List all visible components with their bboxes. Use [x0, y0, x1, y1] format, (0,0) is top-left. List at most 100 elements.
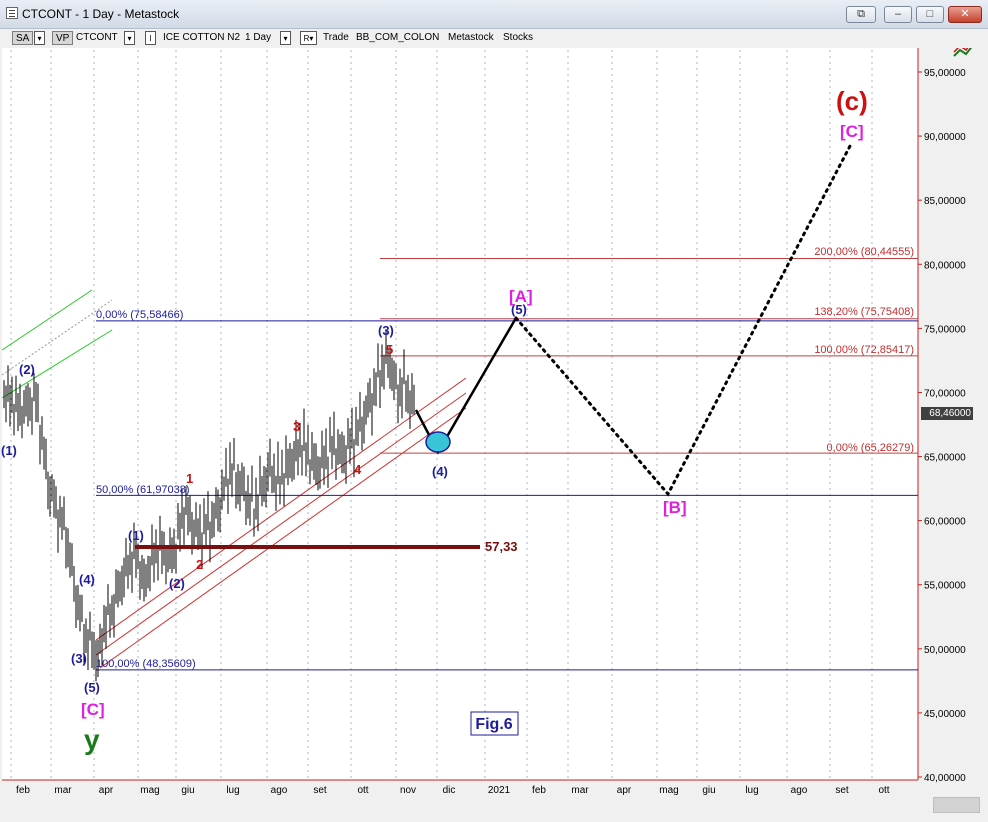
fib-ext-138-label: 138,20% (75,75408) [814, 306, 914, 318]
figure-label-box [470, 711, 519, 736]
time-tick-label: 2021 [488, 785, 511, 796]
time-tick-label: mar [571, 785, 589, 796]
symbol-dropdown-icon[interactable]: ▾ [124, 31, 135, 45]
vertical-grid [10, 50, 873, 780]
sa-button[interactable]: SA [12, 31, 34, 45]
instrument-label: ICE COTTON N2 [163, 32, 241, 43]
price-tick-label: 75,00000 [924, 324, 966, 335]
horizontal-scroll-thumb[interactable] [933, 797, 980, 813]
wave4-target-ellipse [425, 431, 451, 453]
wave-label-blue-2-mid: (2) [169, 576, 185, 591]
wave-label-blue-2-top: (2) [19, 362, 35, 377]
time-tick-label: feb [532, 785, 546, 796]
red-channel-line-2 [95, 392, 467, 656]
vp-button[interactable]: VP [52, 31, 74, 45]
time-tick-label: mag [140, 785, 159, 796]
period-dropdown-icon[interactable]: ▾ [280, 31, 291, 45]
time-tick-label: ott [357, 785, 368, 796]
current-price-badge: 68,46000 [921, 407, 973, 420]
price-tick-label: 95,00000 [924, 68, 966, 79]
i-button[interactable]: I [145, 31, 156, 45]
title-bar: CTCONT - 1 Day - Metastock ⧉ – □ ✕ [0, 0, 988, 29]
price-tick-label: 40,00000 [924, 773, 966, 784]
wave-label-magenta-C-top: [C] [840, 122, 864, 141]
time-tick-label: apr [617, 785, 632, 796]
wave-label-red-4: 4 [354, 462, 362, 477]
sa-dropdown-icon[interactable]: ▾ [34, 31, 45, 45]
price-tick-label: 85,00000 [924, 196, 966, 207]
support-line-label: 57,33 [485, 539, 518, 554]
fib-upper-50-label: 50,00% (61,97038) [96, 484, 190, 496]
price-tick-label: 55,00000 [924, 581, 966, 592]
wave-label-red-c: (c) [836, 86, 868, 116]
time-tick-label: ott [878, 785, 889, 796]
fib-upper-100-label: 100,00% (48,35609) [96, 658, 196, 670]
app-label: Metastock [448, 32, 494, 43]
restore-extra-button[interactable]: ⧉ [846, 6, 876, 23]
toolbar: SA ▾ VP CTCONT ▾ I ICE COTTON N2 1 Day ▾… [0, 28, 988, 48]
period-label[interactable]: 1 Day [245, 32, 272, 43]
wave-label-red-2: 2 [196, 557, 203, 572]
r-button-label: R [303, 34, 310, 43]
wave-label-blue-3-low: (3) [71, 651, 87, 666]
time-tick-label: ago [271, 785, 288, 796]
symbol-label[interactable]: CTCONT [76, 32, 118, 43]
wave-label-blue-4-low: (4) [79, 572, 95, 587]
wave-label-blue-5-proj: (5) [511, 302, 527, 317]
projected-wave-dotted [514, 144, 852, 497]
time-tick-label: giu [181, 785, 194, 796]
time-tick-label: feb [16, 785, 30, 796]
time-tick-label: mag [659, 785, 678, 796]
time-tick-label: dic [443, 785, 456, 796]
maximize-button[interactable]: □ [916, 6, 944, 23]
trade-label[interactable]: Trade [323, 32, 349, 43]
price-bars [3, 329, 415, 682]
wave-label-blue-3-high: (3) [378, 323, 394, 338]
time-tick-label: giu [702, 785, 715, 796]
wave-label-magenta-B: [B] [663, 498, 687, 517]
wave-label-green-y: y [84, 724, 100, 755]
red-channel-line-1 [95, 377, 467, 641]
price-axis: 95,00000 90,00000 85,00000 80,00000 75,00000… [918, 68, 966, 784]
time-axis: feb mar apr mag giu lug ago set ott nov dic 2021 feb… [16, 785, 890, 796]
close-button[interactable]: ✕ [948, 6, 982, 23]
price-tick-label: 70,00000 [924, 388, 966, 399]
time-tick-label: nov [400, 785, 416, 796]
fib-ext-200-label: 200,00% (80,44555) [814, 246, 914, 258]
price-tick-label: 60,00000 [924, 517, 966, 528]
figure-label: Fig.6 [475, 716, 512, 733]
window-title: CTCONT - 1 Day - Metastock [22, 7, 180, 21]
time-tick-label: mar [54, 785, 72, 796]
price-chart[interactable]: 95,00000 90,00000 85,00000 80,00000 75,00000… [0, 48, 988, 822]
wave-label-magenta-C-low: [C] [81, 700, 105, 719]
price-tick-label: 80,00000 [924, 260, 966, 271]
price-tick-label: 65,00000 [924, 453, 966, 464]
wave-label-red-3: 3 [293, 419, 300, 434]
time-tick-label: lug [226, 785, 239, 796]
minimize-button[interactable]: – [884, 6, 912, 23]
time-tick-label: set [835, 785, 849, 796]
green-channel-line-upper [1, 289, 93, 351]
wave-label-blue-1-top: (1) [1, 443, 17, 458]
stocks-label: Stocks [503, 32, 534, 43]
fib-lines [96, 258, 918, 671]
price-tick-label: 45,00000 [924, 709, 966, 720]
time-tick-label: ago [791, 785, 808, 796]
template-label: BB_COM_COLON [356, 32, 440, 43]
wave-label-red-1: 1 [186, 471, 193, 486]
fib-ext-100-label: 100,00% (72,85417) [814, 344, 914, 356]
wave-label-red-5: 5 [386, 342, 393, 357]
wave-label-blue-1-mid: (1) [128, 528, 144, 543]
price-tick-label: 50,00000 [924, 645, 966, 656]
fib-upper-0-label: 0,00% (75,58466) [96, 309, 183, 321]
chart-tools-icon[interactable] [953, 48, 974, 57]
time-axis-strip [2, 781, 918, 795]
time-tick-label: apr [99, 785, 114, 796]
time-tick-label: set [313, 785, 327, 796]
r-button[interactable]: R▾ [300, 31, 317, 45]
wave-label-blue-4-proj: (4) [432, 464, 448, 479]
fib-ext-0-label: 0,00% (65,26279) [827, 442, 914, 454]
wave-label-blue-5-low: (5) [84, 680, 100, 695]
app-icon [6, 7, 18, 19]
red-channel-line-3 [99, 407, 467, 669]
